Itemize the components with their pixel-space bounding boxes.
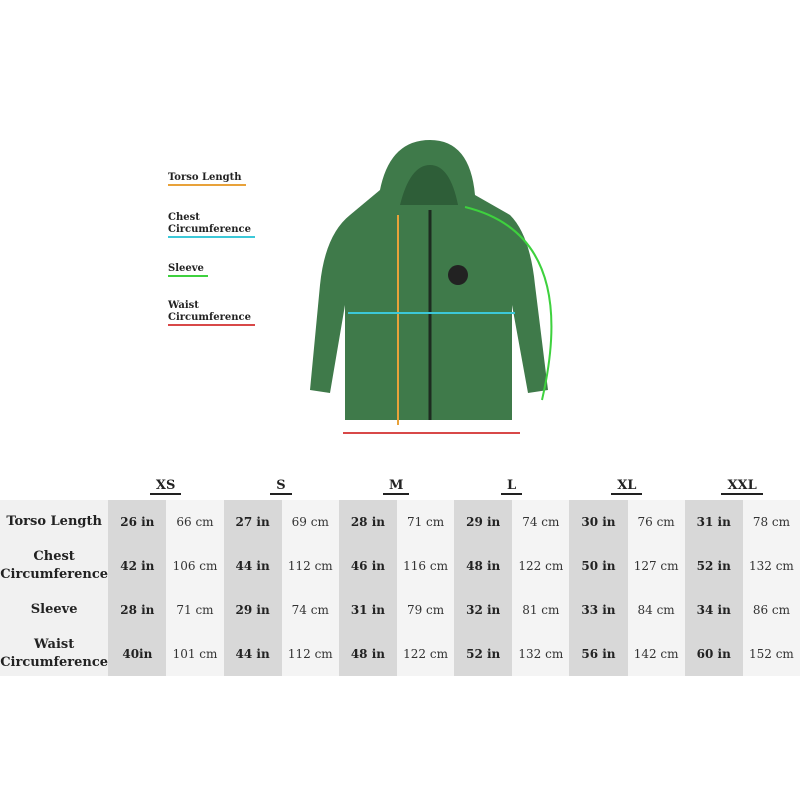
- inch-value: 33 in: [569, 588, 628, 632]
- row-label: Sleeve: [0, 588, 109, 632]
- hoodie-image: [310, 140, 553, 434]
- cm-value: 142 cm: [627, 632, 685, 676]
- inch-value: 32 in: [454, 588, 513, 632]
- inch-value: 29 in: [223, 588, 282, 632]
- row-label: Chest Circumference: [0, 544, 109, 588]
- cm-value: 74 cm: [512, 500, 570, 544]
- legend-sleeve: Sleeve: [168, 263, 208, 277]
- inch-value: 46 in: [338, 544, 397, 588]
- cm-value: 112 cm: [281, 544, 339, 588]
- table-row: Torso Length 26 in 66 cm 27 in 69 cm 28 in 71 …: [0, 500, 800, 544]
- cm-value: 66 cm: [166, 500, 224, 544]
- inch-value: 52 in: [454, 632, 513, 676]
- inch-value: 31 in: [338, 588, 397, 632]
- size-header: M: [383, 479, 410, 495]
- cm-value: 106 cm: [166, 544, 224, 588]
- cm-value: 69 cm: [281, 500, 339, 544]
- inch-value: 30 in: [569, 500, 628, 544]
- inch-value: 42 in: [108, 544, 167, 588]
- cm-value: 84 cm: [627, 588, 685, 632]
- size-header: XS: [149, 479, 182, 495]
- inch-value: 56 in: [569, 632, 628, 676]
- size-headers: XS S M L XL XXL: [108, 478, 800, 495]
- inch-value: 52 in: [684, 544, 743, 588]
- sleeve-measure: [464, 206, 553, 401]
- legend-waist: Waist Circumference: [168, 300, 255, 326]
- inch-value: 44 in: [223, 544, 282, 588]
- cm-value: 81 cm: [512, 588, 570, 632]
- inch-value: 48 in: [454, 544, 513, 588]
- cm-value: 122 cm: [512, 544, 570, 588]
- inch-value: 29 in: [454, 500, 513, 544]
- table-row: Sleeve 28 in 71 cm 29 in 74 cm 31 in 79 cm 32 i…: [0, 588, 800, 632]
- cm-value: 132 cm: [512, 632, 570, 676]
- inch-value: 26 in: [108, 500, 167, 544]
- inch-value: 34 in: [684, 588, 743, 632]
- cm-value: 86 cm: [742, 588, 800, 632]
- size-header: XL: [611, 479, 643, 495]
- row-label: Torso Length: [0, 500, 109, 544]
- cm-value: 79 cm: [396, 588, 455, 632]
- table-row: Waist Circumference 40in 101 cm 44 in 112 cm…: [0, 632, 800, 676]
- cm-value: 152 cm: [742, 632, 800, 676]
- size-header: XXL: [721, 479, 763, 495]
- row-label: Waist Circumference: [0, 632, 109, 676]
- size-header: L: [500, 479, 523, 495]
- inch-value: 28 in: [108, 588, 167, 632]
- cm-value: 78 cm: [742, 500, 800, 544]
- cm-value: 71 cm: [396, 500, 455, 544]
- table-row: Chest Circumference 42 in 106 cm 44 in 112 c…: [0, 544, 800, 588]
- inch-value: 50 in: [569, 544, 628, 588]
- cm-value: 74 cm: [281, 588, 339, 632]
- cm-value: 116 cm: [396, 544, 455, 588]
- inch-value: 48 in: [338, 632, 397, 676]
- inch-value: 28 in: [338, 500, 397, 544]
- cm-value: 122 cm: [396, 632, 455, 676]
- cm-value: 71 cm: [166, 588, 224, 632]
- legend-torso: Torso Length: [168, 172, 246, 186]
- inch-value: 60 in: [684, 632, 743, 676]
- cm-value: 101 cm: [166, 632, 224, 676]
- legend-chest: Chest Circumference: [168, 212, 255, 238]
- inch-value: 31 in: [684, 500, 743, 544]
- inch-value: 27 in: [223, 500, 282, 544]
- cm-value: 132 cm: [742, 544, 800, 588]
- size-table: Torso Length 26 in 66 cm 27 in 69 cm 28 in 71 …: [0, 500, 800, 676]
- inch-value: 44 in: [223, 632, 282, 676]
- cm-value: 76 cm: [627, 500, 685, 544]
- inch-value: 40in: [108, 632, 167, 676]
- size-header: S: [270, 479, 292, 495]
- cm-value: 127 cm: [627, 544, 685, 588]
- cm-value: 112 cm: [281, 632, 339, 676]
